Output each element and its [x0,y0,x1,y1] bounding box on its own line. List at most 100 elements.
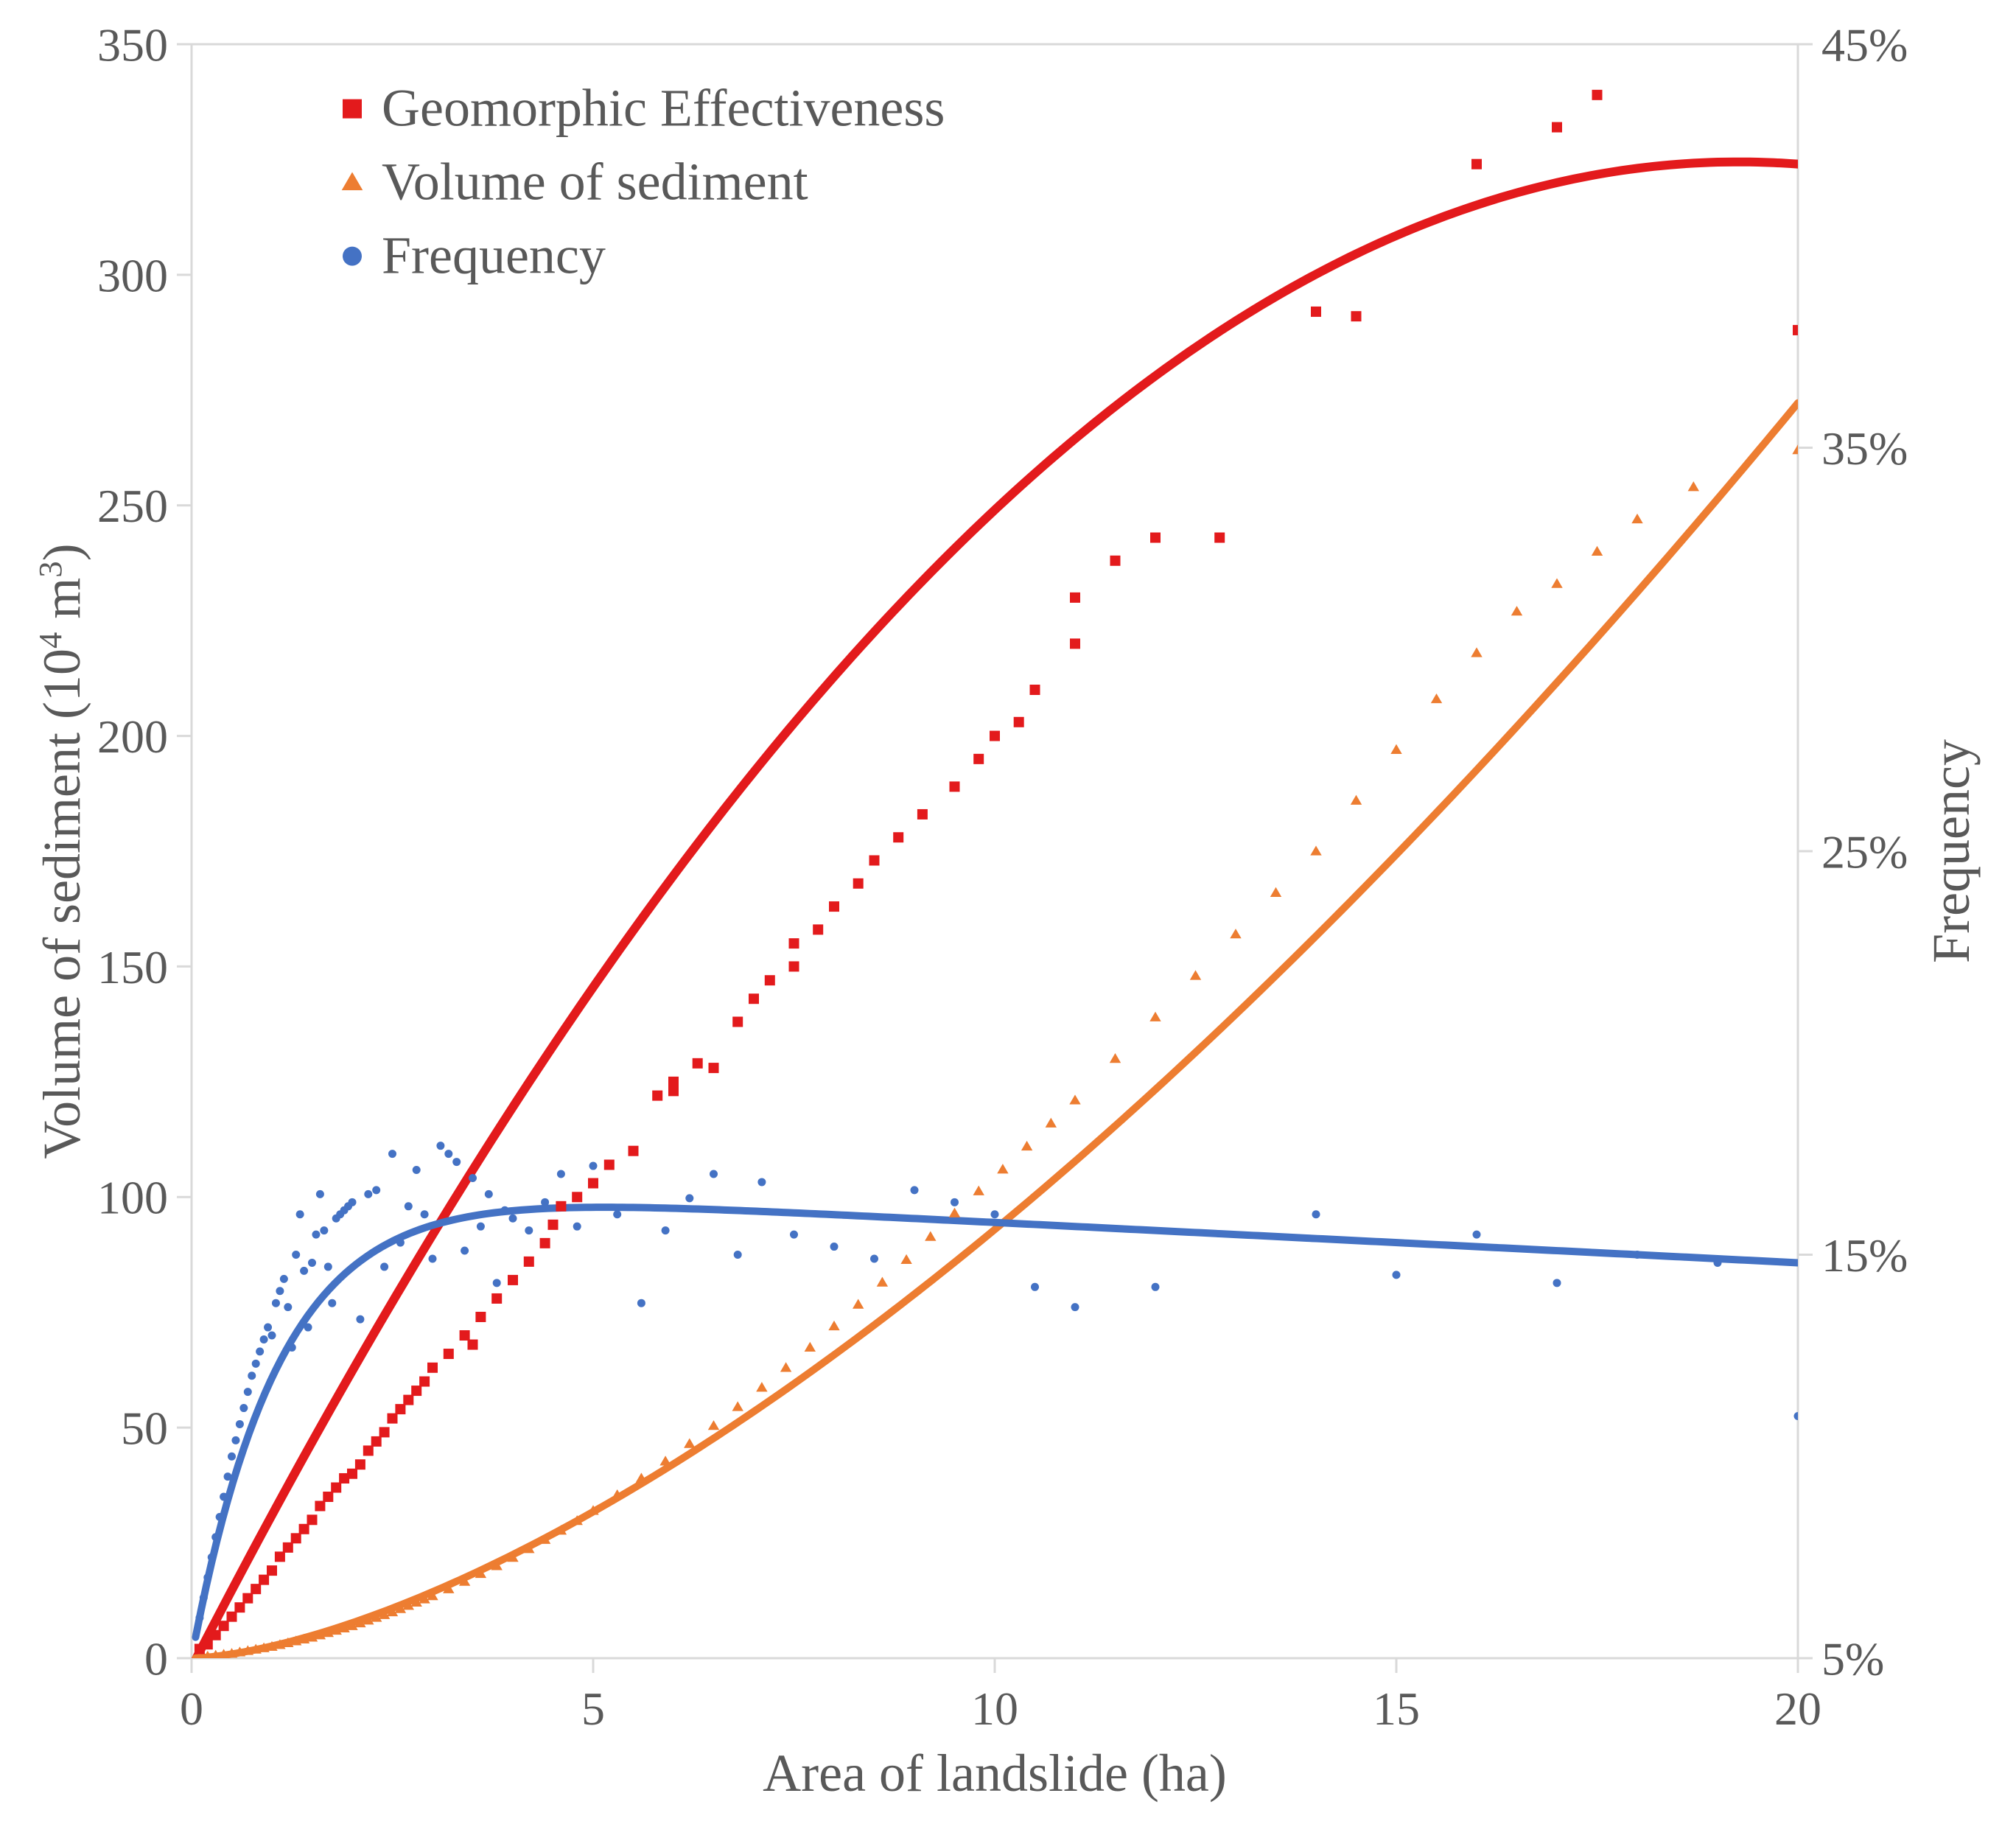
geomorphic-point [990,731,1000,741]
frequency-point [991,1210,999,1218]
frequency-point [252,1360,260,1368]
legend-marker-frequency [343,247,362,266]
frequency-point [485,1190,493,1198]
y2-axis-label: Frequency [1922,739,1981,963]
geomorphic-point [950,781,960,792]
x-tick-label: 10 [971,1683,1018,1735]
frequency-point [637,1299,645,1307]
geomorphic-point [1070,593,1080,603]
geomorphic-point [363,1445,374,1456]
geomorphic-point [869,856,880,866]
frequency-point [396,1239,405,1247]
y1-tick-label: 150 [97,941,168,993]
geomorphic-point [291,1533,301,1543]
geomorphic-point [540,1238,550,1248]
frequency-point [324,1262,332,1271]
geomorphic-point [475,1312,486,1322]
frequency-point [452,1158,461,1166]
chart-svg: 05101520Area of landslide (ha)0501001502… [0,0,2016,1824]
geomorphic-point [299,1524,309,1534]
frequency-point [1152,1283,1160,1291]
geomorphic-point [427,1363,438,1373]
frequency-point [436,1142,444,1150]
geomorphic-point [709,1063,719,1073]
frequency-point [589,1162,598,1170]
frequency-point [256,1347,264,1355]
geomorphic-point [259,1575,269,1585]
geomorphic-point [829,901,839,912]
legend-marker-geomorphic [343,99,362,119]
geomorphic-point [1592,90,1603,100]
x-tick-label: 15 [1373,1683,1420,1735]
frequency-point [236,1420,244,1428]
geomorphic-point [491,1293,502,1304]
frequency-point [228,1453,236,1461]
y1-tick-label: 350 [97,18,168,71]
geomorphic-point [524,1257,534,1267]
y1-tick-label: 0 [144,1632,168,1685]
frequency-point [284,1303,292,1311]
frequency-point [280,1275,288,1283]
frequency-point [380,1262,388,1271]
geomorphic-point [1070,638,1080,649]
frequency-point [429,1254,437,1262]
frequency-point [312,1231,320,1239]
frequency-point [349,1198,357,1206]
geomorphic-point [1311,307,1321,317]
frequency-point [1312,1210,1320,1218]
x-axis-label: Area of landslide (ha) [763,1744,1227,1803]
frequency-point [525,1226,533,1234]
geomorphic-point [388,1414,398,1424]
frequency-point [870,1254,878,1262]
geomorphic-point [203,1639,213,1649]
geomorphic-point [1030,685,1040,695]
frequency-point [662,1226,670,1234]
geomorphic-point [917,809,928,820]
geomorphic-point [548,1220,559,1230]
frequency-point [469,1174,477,1182]
x-tick-label: 0 [180,1683,203,1735]
geomorphic-point [572,1192,582,1202]
geomorphic-point [307,1514,318,1525]
frequency-point [1634,1251,1642,1259]
geomorphic-point [556,1201,566,1212]
geomorphic-point [411,1386,421,1396]
y2-tick-label: 15% [1821,1229,1908,1282]
frequency-point [200,1593,208,1601]
geomorphic-point [1552,122,1562,133]
frequency-point [557,1170,565,1178]
y2-tick-label: 25% [1821,825,1908,878]
y2-tick-label: 5% [1821,1632,1884,1685]
y1-tick-label: 200 [97,710,168,763]
frequency-point [1071,1303,1079,1311]
chart-container: 05101520Area of landslide (ha)0501001502… [0,0,2016,1824]
geomorphic-point [468,1340,478,1350]
frequency-point [276,1287,284,1295]
geomorphic-point [219,1621,229,1631]
frequency-point [260,1335,268,1343]
frequency-point [573,1223,581,1231]
legend-label-volume: Volume of sediment [382,153,808,212]
geomorphic-point [668,1077,679,1087]
geomorphic-point [813,924,823,934]
geomorphic-point [331,1482,341,1492]
y1-tick-label: 100 [97,1172,168,1224]
geomorphic-point [251,1584,261,1594]
frequency-point [388,1150,396,1158]
geomorphic-point [1214,533,1225,543]
frequency-point [372,1186,380,1194]
frequency-point [272,1299,280,1307]
frequency-point [220,1493,228,1501]
frequency-point [790,1231,798,1239]
frequency-point [288,1343,296,1352]
frequency-point [211,1533,220,1541]
geomorphic-point [395,1404,405,1414]
frequency-point [300,1267,308,1275]
frequency-point [248,1372,256,1380]
geomorphic-point [1110,556,1121,566]
frequency-point [268,1332,276,1340]
geomorphic-point [275,1551,285,1562]
y2-tick-label: 45% [1821,18,1908,71]
x-tick-label: 20 [1774,1683,1821,1735]
geomorphic-point [588,1178,598,1189]
